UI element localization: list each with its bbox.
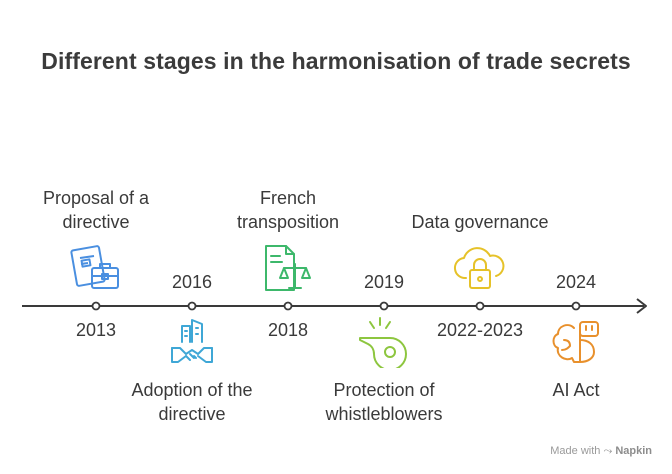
made-with-text: Made with — [550, 445, 601, 457]
legal-document-scales-icon — [265, 245, 311, 291]
milestone-label-whistleblowers: Protection of whistleblowers — [325, 380, 443, 424]
milestone-label-ai-act: AI Act — [552, 380, 600, 400]
handshake-building-icon — [171, 319, 213, 363]
milestone-dot-2016 — [187, 301, 197, 311]
milestone-year-2024: 2024 — [555, 272, 597, 292]
milestone-dot-2024 — [571, 301, 581, 311]
milestone-year-2019: 2019 — [363, 272, 405, 292]
milestone-year-2013: 2013 — [75, 320, 117, 340]
briefcase-document-icon — [70, 245, 119, 289]
milestone-year-2016: 2016 — [171, 272, 213, 292]
milestone-label-french: French transposition — [236, 188, 340, 232]
cloud-lock-icon — [454, 247, 505, 289]
brand-name: Napkin — [615, 445, 652, 457]
milestone-year-2022-2023: 2022-2023 — [436, 320, 524, 340]
milestone-label-proposal: Proposal of a directive — [42, 188, 150, 232]
milestone-dot-2019 — [379, 301, 389, 311]
milestone-dot-2018 — [283, 301, 293, 311]
milestone-dot-2022-2023 — [475, 301, 485, 311]
whistle-icon — [359, 317, 407, 368]
milestone-dot-2013 — [91, 301, 101, 311]
diagram-title: Different stages in the harmonisation of… — [41, 48, 631, 74]
milestone-label-adoption: Adoption of the directive — [131, 380, 253, 424]
footer-attribution: Made with ⤳ Napkin — [550, 445, 652, 458]
milestone-label-data-governance: Data governance — [411, 212, 549, 232]
milestone-year-2018: 2018 — [267, 320, 309, 340]
robot-brain-icon — [552, 321, 599, 363]
napkin-logo-icon: ⤳ — [603, 445, 616, 457]
